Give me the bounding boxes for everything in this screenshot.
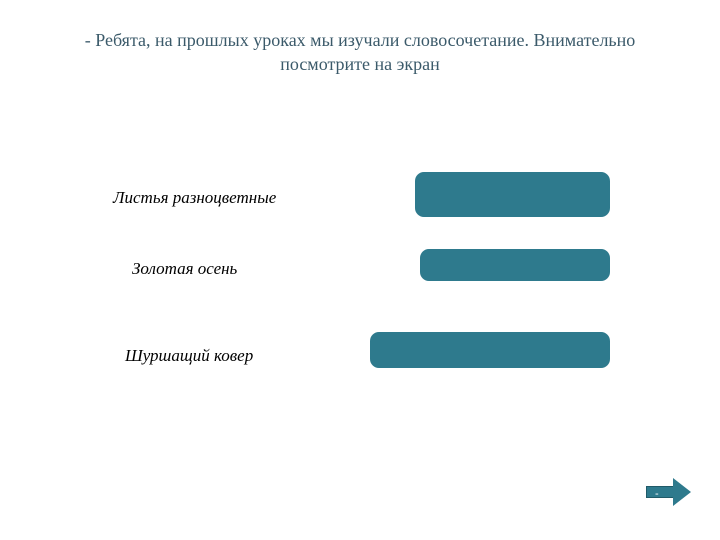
heading-line-1: - Ребята, на прошлых уроках мы изучали с… — [85, 30, 636, 50]
phrase-label-2: Золотая осень — [132, 259, 237, 279]
arrow-right-icon: - — [646, 478, 692, 506]
answer-box-3[interactable] — [370, 332, 610, 368]
answer-box-1[interactable] — [415, 172, 610, 217]
phrase-label-3: Шуршащий ковер — [125, 346, 253, 366]
answer-box-2[interactable] — [420, 249, 610, 281]
phrase-label-1: Листья разноцветные — [113, 188, 276, 208]
arrow-glyph: - — [655, 489, 659, 500]
slide: - Ребята, на прошлых уроках мы изучали с… — [0, 0, 720, 540]
slide-heading: - Ребята, на прошлых уроках мы изучали с… — [60, 28, 660, 77]
next-button[interactable]: - — [646, 478, 692, 508]
heading-line-2: посмотрите на экран — [280, 54, 440, 74]
